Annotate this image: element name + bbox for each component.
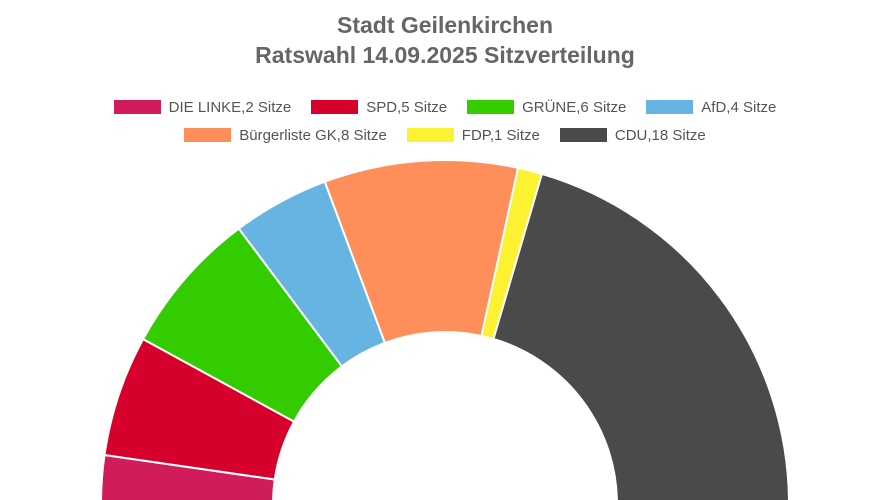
legend-item[interactable]: AfD,4 Sitze [646,99,776,116]
chart-title: Stadt Geilenkirchen [336,12,553,38]
legend-swatch [184,128,232,142]
legend-row: Bürgerliste GK,8 Sitze FDP,1 Sitze CDU,18 … [0,121,890,149]
legend-swatch [311,100,359,114]
legend-label: CDU,18 Sitze [614,126,706,144]
legend-swatch [646,100,694,114]
legend-label: SPD,5 Sitze [366,98,448,116]
legend-item[interactable]: CDU,18 Sitze [559,126,706,144]
chart-subtitle: Ratswahl 14.09.2025 Sitzverteilung [255,42,635,68]
legend-label: AfD,4 Sitze [701,98,777,116]
legend-swatch [406,128,454,142]
legend-label: DIE LINKE,2 Sitze [168,98,292,116]
legend-swatch [467,100,515,114]
seat-slice-cdu[interactable] [492,172,790,500]
legend-swatch [559,128,607,142]
legend-label: FDP,1 Sitze [461,126,540,144]
legend-swatch [113,100,161,114]
legend-row: DIE LINKE,2 Sitze SPD,5 Sitze GRÜNE,6 Sitz… [0,93,890,121]
legend-item[interactable]: DIE LINKE,2 Sitze [113,98,292,116]
legend-item[interactable]: SPD,5 Sitze [311,99,447,116]
legend-item[interactable]: GRÜNE,6 Sitze [467,99,626,116]
legend-label: GRÜNE,6 Sitze [522,98,627,116]
legend-label: Bürgerliste GK,8 Sitze [239,126,387,144]
legend-item[interactable]: Bürgerliste GK,8 Sitze [184,127,387,144]
legend-item[interactable]: FDP,1 Sitze [406,126,540,144]
chart-legend: DIE LINKE,2 Sitze SPD,5 Sitze GRÜNE,6 Sitz… [0,93,890,149]
chart-title-block: Stadt Geilenkirchen Ratswahl 14.09.2025 … [0,10,890,70]
